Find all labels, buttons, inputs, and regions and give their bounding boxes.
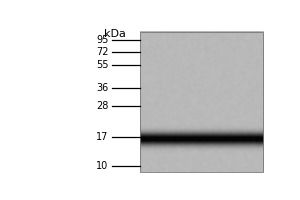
- Text: kDa: kDa: [104, 29, 126, 39]
- Bar: [140, 32, 263, 172]
- Text: 72: 72: [96, 47, 108, 57]
- Text: 10: 10: [96, 161, 108, 171]
- Text: 17: 17: [96, 132, 108, 142]
- Text: 55: 55: [96, 60, 108, 70]
- Text: 95: 95: [96, 35, 108, 45]
- Text: 36: 36: [96, 83, 108, 93]
- Text: 28: 28: [96, 101, 108, 111]
